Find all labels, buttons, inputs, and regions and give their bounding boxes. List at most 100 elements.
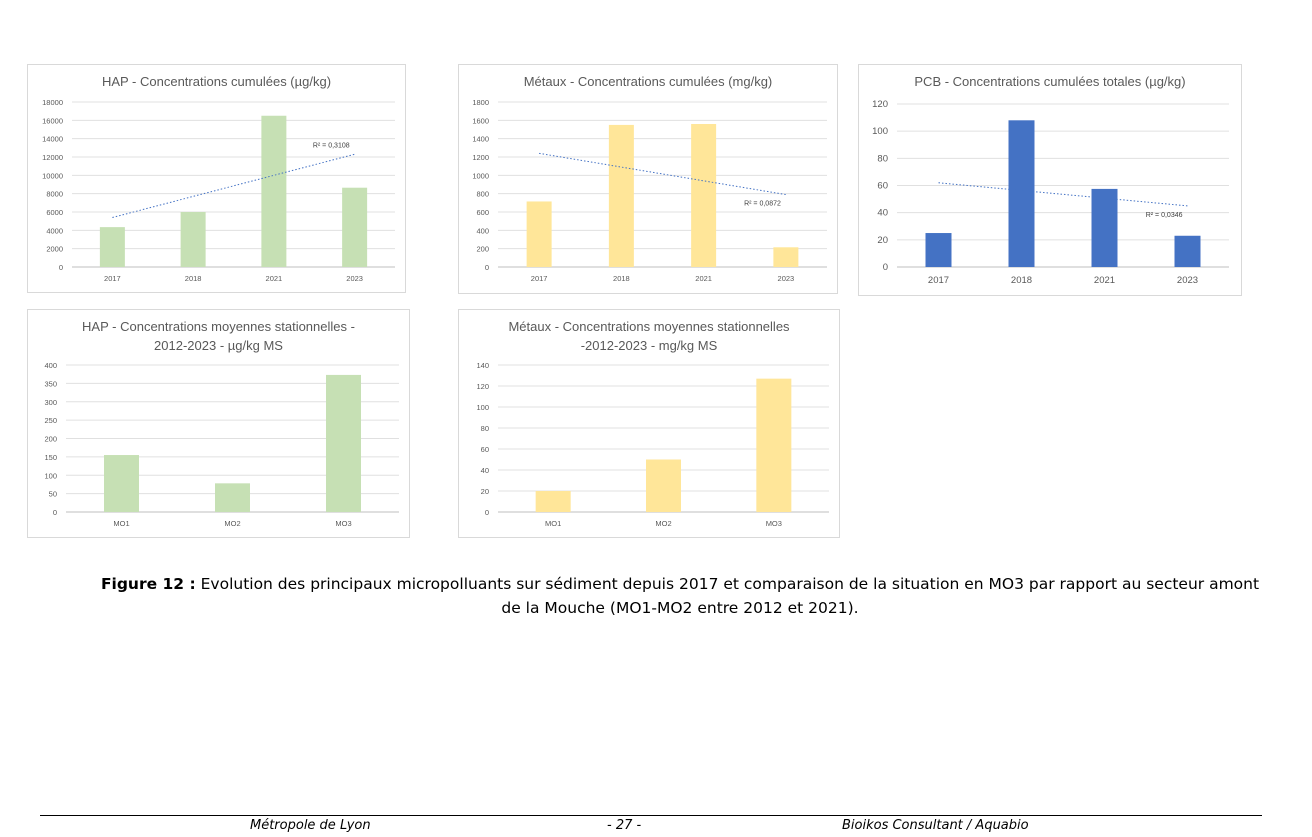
y-tick-label: 0 [485, 508, 489, 517]
trendline-r2-label: R² = 0,3108 [313, 142, 350, 149]
bar [773, 247, 799, 267]
y-tick-label: 20 [481, 487, 489, 496]
bar [608, 124, 634, 267]
bar [180, 212, 206, 267]
chart-metaux-moyennes-svg: Métaux - Concentrations moyennes station… [476, 319, 829, 528]
y-tick-label: 100 [476, 403, 489, 412]
bar [691, 124, 717, 267]
x-tick-label: MO3 [335, 519, 351, 528]
y-tick-label: 300 [44, 398, 57, 407]
footer-page-number: - 27 - [607, 818, 642, 833]
x-tick-label: 2017 [531, 274, 548, 283]
x-tick-label: 2018 [185, 274, 202, 283]
x-tick-label: 2021 [266, 274, 283, 283]
y-tick-label: 14000 [42, 135, 63, 144]
trendline-r2-label: R² = 0,0872 [744, 201, 781, 208]
x-tick-label: 2023 [346, 274, 363, 283]
trendline [539, 152, 786, 196]
y-tick-label: 800 [476, 190, 489, 199]
chart-hap-moyennes: HAP - Concentrations moyennes stationnel… [27, 309, 410, 538]
bar [925, 233, 952, 267]
chart-title: HAP - Concentrations moyennes stationnel… [82, 319, 355, 334]
trendline-r2-label: R² = 0,0346 [1146, 212, 1183, 219]
chart-metaux-cumulees-svg: Métaux - Concentrations cumulées (mg/kg)… [472, 74, 827, 283]
y-tick-label: 1800 [472, 98, 489, 107]
y-tick-label: 120 [872, 99, 888, 110]
x-tick-label: MO2 [655, 519, 671, 528]
y-tick-label: 50 [49, 490, 57, 499]
y-tick-label: 8000 [46, 190, 63, 199]
y-tick-label: 0 [59, 263, 63, 272]
y-tick-label: 40 [877, 208, 888, 219]
chart-hap-cumulees-svg: HAP - Concentrations cumulées (µg/kg) 0 20… [42, 74, 395, 283]
chart-hap-cumulees: HAP - Concentrations cumulées (µg/kg) 0 20… [27, 64, 406, 293]
y-tick-label: 400 [476, 226, 489, 235]
y-tick-label: 1600 [472, 116, 489, 125]
x-tick-label: MO1 [113, 519, 129, 528]
y-tick-label: 2000 [46, 245, 63, 254]
bar [342, 187, 368, 267]
trendline [112, 153, 355, 218]
y-tick-label: 60 [481, 445, 489, 454]
y-tick-label: 350 [44, 379, 57, 388]
y-tick-label: 6000 [46, 208, 63, 217]
x-tick-label: 2023 [778, 274, 795, 283]
y-tick-label: 1400 [472, 135, 489, 144]
y-tick-label: 18000 [42, 98, 63, 107]
y-tick-label: 1000 [472, 171, 489, 180]
y-tick-label: 400 [44, 361, 57, 370]
x-tick-label: 2023 [1177, 275, 1198, 286]
chart-metaux-cumulees: Métaux - Concentrations cumulées (mg/kg)… [458, 64, 838, 294]
y-tick-label: 140 [476, 361, 489, 370]
chart-pcb-cumulees: PCB - Concentrations cumulées totales (µ… [858, 64, 1242, 296]
y-tick-label: 150 [44, 453, 57, 462]
bar [215, 483, 250, 512]
y-tick-label: 20 [877, 235, 888, 246]
chart-title: -2012-2023 - mg/kg MS [581, 338, 718, 353]
x-tick-label: 2021 [1094, 275, 1115, 286]
bar [646, 459, 681, 512]
y-tick-label: 100 [44, 471, 57, 480]
bar [326, 374, 361, 512]
y-tick-label: 4000 [46, 226, 63, 235]
y-tick-label: 16000 [42, 116, 63, 125]
y-tick-label: 200 [44, 435, 57, 444]
x-tick-label: 2018 [613, 274, 630, 283]
x-tick-label: 2017 [928, 275, 949, 286]
y-tick-label: 200 [476, 245, 489, 254]
y-tick-label: 80 [481, 424, 489, 433]
y-tick-label: 0 [883, 262, 888, 273]
x-tick-label: MO1 [545, 519, 561, 528]
y-tick-label: 10000 [42, 171, 63, 180]
footer-right: Bioikos Consultant / Aquabio [842, 818, 1029, 833]
figure-caption-text: Evolution des principaux micropolluants … [195, 575, 1260, 617]
figure-caption-label: Figure 12 : [100, 575, 196, 593]
trendline [938, 182, 1188, 207]
bar [104, 455, 139, 512]
footer-left: Métropole de Lyon [250, 818, 371, 833]
bar [526, 201, 552, 267]
chart-title: Métaux - Concentrations moyennes station… [508, 319, 790, 334]
x-tick-label: 2018 [1011, 275, 1032, 286]
x-tick-label: MO3 [766, 519, 782, 528]
chart-metaux-moyennes: Métaux - Concentrations moyennes station… [458, 309, 840, 538]
footer-divider [40, 815, 1262, 816]
y-tick-label: 120 [476, 382, 489, 391]
bar [535, 491, 571, 512]
y-tick-label: 1200 [472, 153, 489, 162]
y-tick-label: 100 [872, 126, 888, 137]
bar [1091, 188, 1118, 267]
figure-caption: Figure 12 : Evolution des principaux mic… [100, 572, 1260, 620]
y-tick-label: 600 [476, 208, 489, 217]
y-tick-label: 12000 [42, 153, 63, 162]
chart-title: Métaux - Concentrations cumulées (mg/kg) [524, 74, 773, 89]
bar [99, 227, 125, 267]
y-tick-label: 0 [53, 508, 57, 517]
bar [261, 115, 287, 267]
x-tick-label: 2017 [104, 274, 121, 283]
y-tick-label: 0 [485, 263, 489, 272]
bar [1008, 120, 1035, 267]
x-tick-label: MO2 [224, 519, 240, 528]
chart-pcb-cumulees-svg: PCB - Concentrations cumulées totales (µ… [872, 74, 1229, 286]
y-tick-label: 80 [877, 153, 888, 164]
